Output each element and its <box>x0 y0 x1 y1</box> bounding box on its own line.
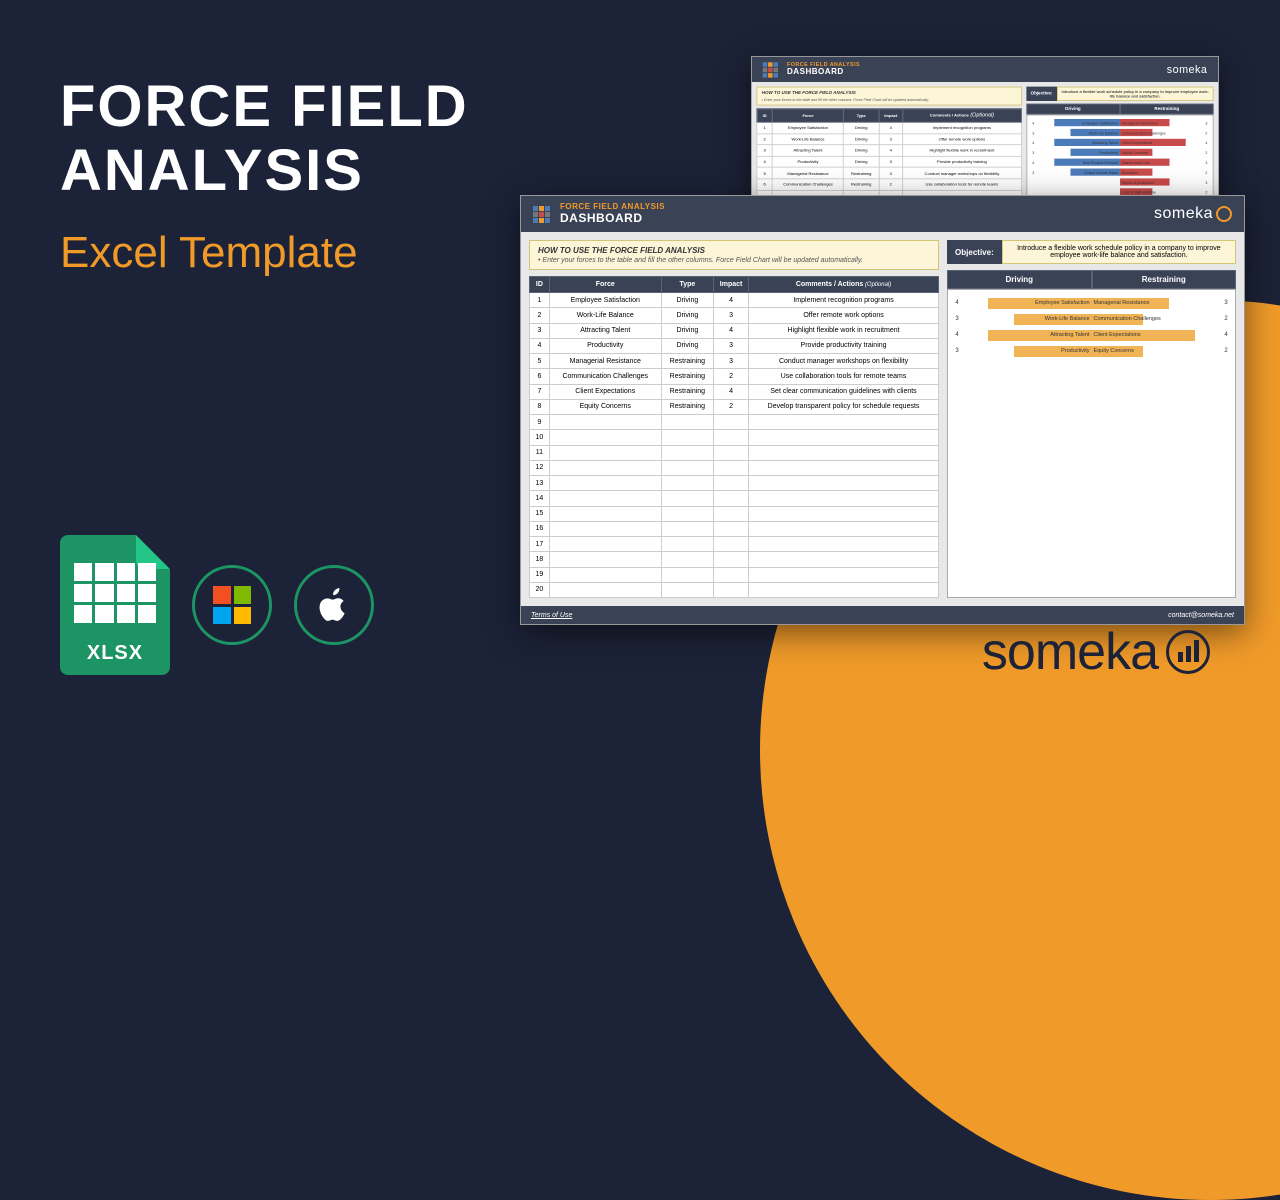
someka-logo: someka <box>982 622 1210 682</box>
terms-link[interactable]: Terms of Use <box>531 612 572 619</box>
howto-title: HOW TO USE THE FORCE FIELD ANALYSIS <box>538 246 930 255</box>
logo-grid-icon <box>533 206 550 223</box>
xlsx-label: XLSX <box>60 642 170 665</box>
title-line1: FORCE FIELD <box>60 75 469 139</box>
subtitle: Excel Template <box>60 228 469 278</box>
apple-icon <box>294 565 374 645</box>
back-header: FORCE FIELD ANALYSIS DASHBOARD someka <box>752 57 1218 82</box>
front-body: HOW TO USE THE FORCE FIELD ANALYSIS • En… <box>521 232 1244 606</box>
brand-chart-icon <box>1166 630 1210 674</box>
title-block: FORCE FIELD ANALYSIS Excel Template <box>60 75 469 278</box>
brand-text: someka <box>982 622 1158 682</box>
driving-header: Driving <box>947 270 1091 289</box>
howto-box: HOW TO USE THE FORCE FIELD ANALYSIS • En… <box>529 240 939 270</box>
front-title-big: DASHBOARD <box>560 212 665 225</box>
title-line2: ANALYSIS <box>60 139 469 203</box>
windows-icon <box>192 565 272 645</box>
objective-label: Objective: <box>947 240 1002 264</box>
objective-row: Objective: Introduce a flexible work sch… <box>947 240 1236 264</box>
logo-grid-icon <box>763 62 778 77</box>
platform-icons: XLSX <box>60 535 374 675</box>
restraining-header: Restraining <box>1092 270 1236 289</box>
front-brand: someka <box>1154 205 1232 223</box>
objective-text: Introduce a flexible work schedule polic… <box>1002 240 1236 264</box>
screenshot-front: FORCE FIELD ANALYSIS DASHBOARD someka HO… <box>520 195 1245 625</box>
contact-email: contact@someka.net <box>1168 612 1234 619</box>
force-table[interactable]: IDForceTypeImpactComments / Actions (Opt… <box>529 276 939 598</box>
howto-text: • Enter your forces to the table and fil… <box>538 257 930 264</box>
chart-header: Driving Restraining <box>947 270 1236 289</box>
back-brand: someka <box>1167 63 1208 76</box>
xlsx-file-icon: XLSX <box>60 535 170 675</box>
force-chart: 4Employee SatisfactionManagerial Resista… <box>947 289 1236 598</box>
back-title-big: DASHBOARD <box>787 68 860 77</box>
front-header: FORCE FIELD ANALYSIS DASHBOARD someka <box>521 196 1244 232</box>
